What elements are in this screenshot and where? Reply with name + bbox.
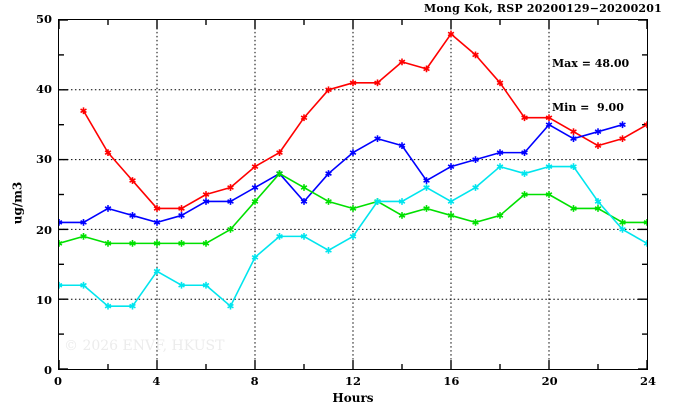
x-axis-label: Hours <box>332 391 374 405</box>
y-axis-label: ug/m3 <box>10 181 25 225</box>
x-tick-label: 4 <box>152 374 161 388</box>
y-tick-label: 30 <box>35 152 52 167</box>
y-tick-label: 40 <box>35 82 52 97</box>
plot-area <box>58 19 648 370</box>
x-tick-label: 12 <box>344 374 362 388</box>
y-tick-label: 10 <box>35 292 52 307</box>
page-title: Mong Kok, RSP 20200129−20200201 <box>423 2 662 15</box>
x-tick-label: 0 <box>53 374 63 388</box>
stats-annotation-box: Max = 48.00 Min = 9.00 <box>552 27 629 146</box>
x-tick-label: 8 <box>250 374 259 388</box>
x-tick-label: 16 <box>443 374 460 388</box>
y-tick-label: 50 <box>35 12 52 26</box>
y-tick-label: 0 <box>43 363 52 377</box>
y-axis-tick-labels: 0 10 20 30 40 50 <box>0 0 52 409</box>
y-tick-label: 20 <box>35 222 52 237</box>
stat-min: Min = 9.00 <box>552 101 624 115</box>
plot-canvas <box>59 20 647 369</box>
stat-max: Max = 48.00 <box>552 56 630 70</box>
x-tick-label: 20 <box>541 374 558 388</box>
x-tick-label: 24 <box>639 374 657 388</box>
